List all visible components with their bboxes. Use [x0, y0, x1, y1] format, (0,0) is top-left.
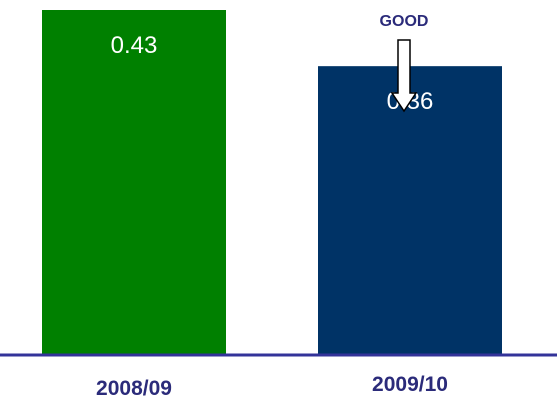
good-annotation: GOOD [380, 13, 429, 113]
category-labels: 2008/09 2009/10 [96, 373, 448, 400]
category-label: 2009/10 [372, 373, 448, 396]
bar-2009-10 [318, 66, 502, 356]
down-arrow-icon [390, 39, 418, 113]
bar-2008-09 [42, 10, 226, 355]
bar-value-label: 0.43 [111, 32, 158, 59]
category-label: 2008/09 [96, 377, 172, 400]
bars [42, 10, 502, 356]
good-annotation-text: GOOD [380, 13, 429, 30]
